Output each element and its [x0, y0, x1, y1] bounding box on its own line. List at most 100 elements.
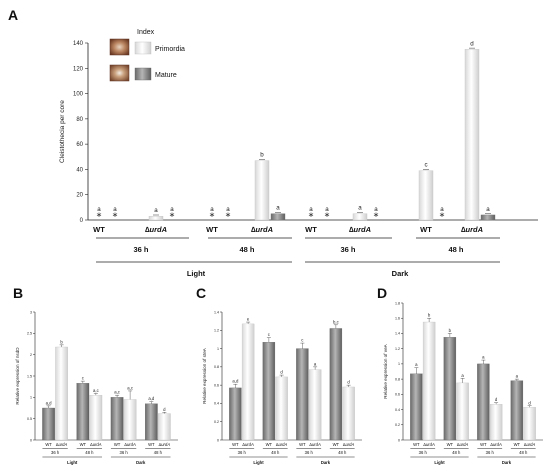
star-marker: *: [97, 212, 102, 223]
star-marker: *: [309, 212, 314, 223]
legend-label-mature: Mature: [155, 72, 177, 79]
significance-letter: a: [358, 205, 362, 212]
x-label-mutant: ∆urdA: [145, 225, 167, 234]
significance-letter: a: [170, 206, 174, 213]
panel-b-chart: 0 0.5 1 1.5 2 2.5 3 Relative expression of nsdD…: [15, 310, 178, 465]
legend-label-primordia: Primordia: [155, 46, 185, 53]
significance-letter: c: [301, 338, 304, 343]
bar-mutant: [308, 369, 322, 441]
time-label: 36 h: [419, 450, 428, 455]
time-label: 36 h: [305, 450, 314, 455]
y-tick-label: 0: [30, 438, 32, 442]
significance-letter: a: [314, 361, 317, 366]
bar-wt: [145, 403, 158, 441]
significance-letter: a: [276, 205, 280, 212]
panel-a-chart: 0 20 40 60 80 100 120 140 Cleistothecia per core…: [59, 40, 538, 278]
bar-wt: [477, 363, 490, 441]
y-tick-label: 120: [73, 66, 84, 72]
star-marker: *: [226, 212, 231, 223]
y-tick-label: 0.4: [214, 402, 219, 406]
significance-letter: a,d: [232, 379, 239, 384]
y-tick-label: 0: [217, 438, 219, 442]
bar-mutant: [55, 346, 68, 441]
time-label: 36 h: [120, 450, 129, 455]
time-label: 48 h: [338, 450, 347, 455]
x-label-mutant: ∆urdA: [423, 442, 435, 447]
star-marker: *: [210, 212, 215, 223]
time-label: 48 h: [85, 450, 94, 455]
time-label: 36 h: [238, 450, 247, 455]
bar-mutant: [158, 413, 171, 441]
significance-letter: c: [268, 332, 271, 337]
y-tick-label: 80: [76, 117, 83, 123]
panel-letter-d: D: [377, 285, 387, 301]
bar-mutant: [422, 321, 436, 441]
significance-letter: a: [516, 374, 519, 379]
bar-mutant: [456, 382, 469, 441]
bar-primordia: [418, 170, 434, 221]
time-label: 48 h: [452, 450, 461, 455]
time-label: 36 h: [486, 450, 495, 455]
significance-letter: a: [154, 207, 158, 214]
x-label-mutant: ∆urdA: [457, 442, 469, 447]
bar-wt: [76, 383, 90, 441]
significance-letter: a,c: [127, 385, 134, 390]
bar-wt: [329, 328, 343, 441]
y-tick-label: 0.6: [214, 383, 219, 387]
y-tick-label: 100: [73, 92, 84, 98]
y-tick-label: 1: [217, 347, 219, 351]
y-tick-label: 60: [76, 142, 83, 148]
y-axis-title: Relative expression of veA: [383, 343, 388, 398]
y-tick-label: 1.4: [395, 332, 400, 336]
x-label-mutant: ∆urdA: [56, 442, 68, 447]
bar-mutant: [123, 399, 137, 441]
bar-mutant: [241, 323, 255, 441]
y-tick-label: 0.6: [395, 393, 400, 397]
legend: Index Primordia Mature: [109, 29, 185, 82]
y-tick-label: 0.4: [395, 408, 400, 412]
panel-letter-b: B: [13, 285, 23, 301]
x-label-wt: WT: [413, 442, 420, 447]
star-marker: *: [325, 212, 330, 223]
x-label-wt: WT: [299, 442, 306, 447]
y-tick-label: 140: [73, 41, 84, 47]
x-label-mutant: ∆urdA: [276, 442, 288, 447]
significance-letter: a,c: [114, 390, 121, 395]
x-label-mutant: ∆urdA: [461, 225, 483, 234]
significance-letter: a: [113, 206, 117, 213]
condition-label-dark: Dark: [502, 460, 512, 465]
x-label-wt: WT: [45, 442, 52, 447]
bar-primordia: [148, 216, 164, 221]
legend-swatch-mature: [134, 67, 152, 81]
condition-label-light: Light: [67, 460, 78, 465]
significance-letter: a: [325, 206, 329, 213]
bar-mutant: [523, 407, 536, 441]
bar-mature: [480, 214, 496, 221]
significance-letter: a: [309, 206, 313, 213]
x-label-mutant: ∆urdA: [124, 442, 136, 447]
bar-wt: [262, 342, 276, 441]
significance-letter: a: [440, 206, 444, 213]
significance-letter: a,c: [93, 388, 100, 393]
significance-letter: a: [374, 206, 378, 213]
y-tick-label: 1.6: [395, 317, 400, 321]
bar-wt: [42, 407, 55, 441]
x-label-wt: WT: [333, 442, 340, 447]
star-marker: *: [440, 212, 445, 223]
significance-letter: a: [226, 206, 230, 213]
time-label: 36 h: [133, 245, 148, 254]
bar-wt: [110, 397, 124, 441]
condition-label-light: Light: [187, 269, 206, 278]
y-tick-label: 1.2: [214, 329, 219, 333]
bar-primordia: [352, 213, 368, 221]
significance-letter: a: [415, 362, 418, 367]
panel-letter-c: C: [196, 285, 206, 301]
time-label: 48 h: [154, 450, 163, 455]
significance-letter: e: [247, 317, 250, 322]
time-label: 36 h: [51, 450, 60, 455]
y-tick-label: 1: [398, 362, 400, 366]
x-label-wt: WT: [447, 442, 454, 447]
y-tick-label: 0.8: [214, 365, 219, 369]
y-tick-label: 2.5: [27, 332, 32, 336]
significance-letter: b: [260, 152, 264, 159]
